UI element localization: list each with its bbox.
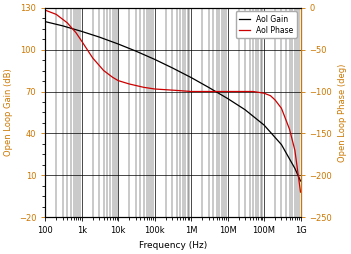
Aol Gain <box>279 143 284 146</box>
Aol Gain <box>298 179 303 182</box>
Aol Phase <box>178 89 182 92</box>
Aol Phase <box>269 94 273 97</box>
Aol Phase <box>65 21 69 24</box>
Aol Gain <box>97 36 101 39</box>
Aol Gain <box>243 108 247 111</box>
Y-axis label: Open Loop Phase (deg): Open Loop Phase (deg) <box>338 63 347 162</box>
Aol Phase <box>111 76 115 79</box>
Aol Phase <box>153 87 157 90</box>
Aol Phase <box>80 40 84 43</box>
Aol Phase <box>225 90 230 93</box>
Aol Phase <box>127 83 131 86</box>
Aol Gain <box>43 20 47 23</box>
X-axis label: Frequency (Hz): Frequency (Hz) <box>139 241 207 250</box>
Aol Gain <box>189 76 193 79</box>
Aol Phase <box>297 178 301 181</box>
Line: Aol Phase: Aol Phase <box>45 10 300 192</box>
Aol Phase <box>116 79 120 82</box>
Legend: Aol Gain, Aol Phase: Aol Gain, Aol Phase <box>236 11 297 38</box>
Aol Phase <box>189 90 193 93</box>
Aol Phase <box>214 90 219 93</box>
Aol Gain <box>133 50 138 53</box>
Aol Phase <box>287 128 292 131</box>
Line: Aol Gain: Aol Gain <box>45 22 300 181</box>
Aol Gain <box>153 58 157 61</box>
Aol Phase <box>141 86 146 89</box>
Aol Gain <box>80 30 84 33</box>
Aol Phase <box>74 31 78 34</box>
Aol Gain <box>293 167 297 170</box>
Aol Phase <box>279 107 284 110</box>
Aol Gain <box>262 123 266 126</box>
Aol Gain <box>116 42 120 45</box>
Aol Phase <box>273 98 277 101</box>
Aol Gain <box>206 86 211 89</box>
Aol Phase <box>101 69 106 72</box>
Aol Phase <box>91 56 95 59</box>
Aol Gain <box>225 97 230 100</box>
Aol Phase <box>251 90 255 93</box>
Aol Phase <box>262 92 266 95</box>
Aol Phase <box>298 190 303 194</box>
Y-axis label: Open Loop Gain (dB): Open Loop Gain (dB) <box>4 69 13 156</box>
Aol Phase <box>54 13 58 16</box>
Aol Phase <box>43 9 47 12</box>
Aol Phase <box>293 149 297 152</box>
Aol Gain <box>170 66 174 69</box>
Aol Gain <box>60 24 65 27</box>
